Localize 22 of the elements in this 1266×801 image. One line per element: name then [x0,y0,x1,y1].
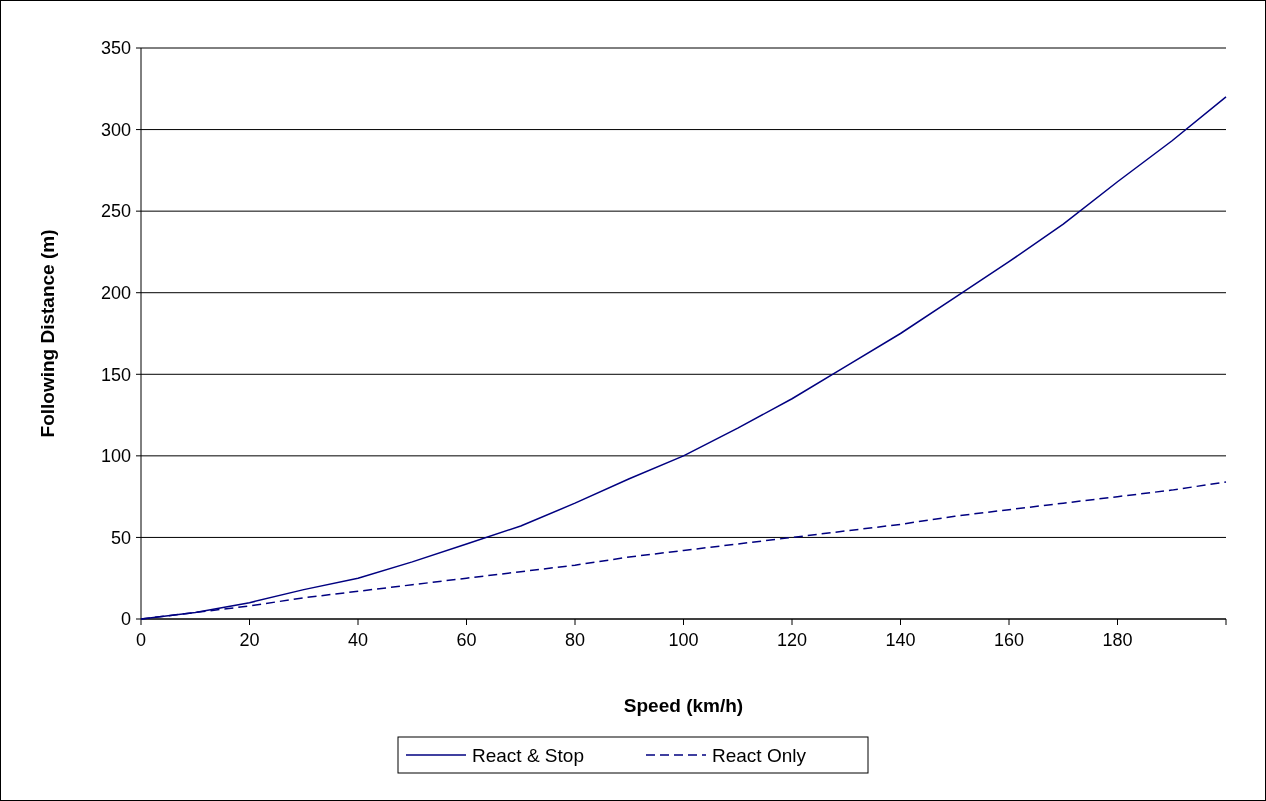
x-tick-label: 180 [1102,630,1133,650]
x-tick-label: 0 [135,630,147,650]
y-tick-label: 50 [110,527,131,548]
x-tick-label: 80 [564,630,586,650]
x-tick-label: 120 [776,630,808,650]
y-tick-label: 200 [100,283,131,304]
y-tick-label: 100 [100,446,131,467]
x-tick-label: 60 [456,630,477,650]
y-tick-label: 350 [100,38,131,59]
x-tick-label: 100 [668,630,699,650]
y-tick-label: 250 [100,201,131,222]
x-tick-label: 140 [885,630,916,650]
legend-label: React & Stop [472,744,584,766]
x-tick-label: 40 [347,630,369,650]
y-tick-label: 150 [100,364,131,385]
legend-label: React Only [712,744,807,766]
x-tick-label: 160 [993,630,1025,650]
y-axis-title: Following Distance (m) [37,229,58,438]
x-tick-label: 20 [239,630,260,650]
y-tick-label: 300 [100,119,131,140]
y-tick-label: 0 [120,609,131,630]
x-axis-title: Speed (km/h) [623,695,744,716]
